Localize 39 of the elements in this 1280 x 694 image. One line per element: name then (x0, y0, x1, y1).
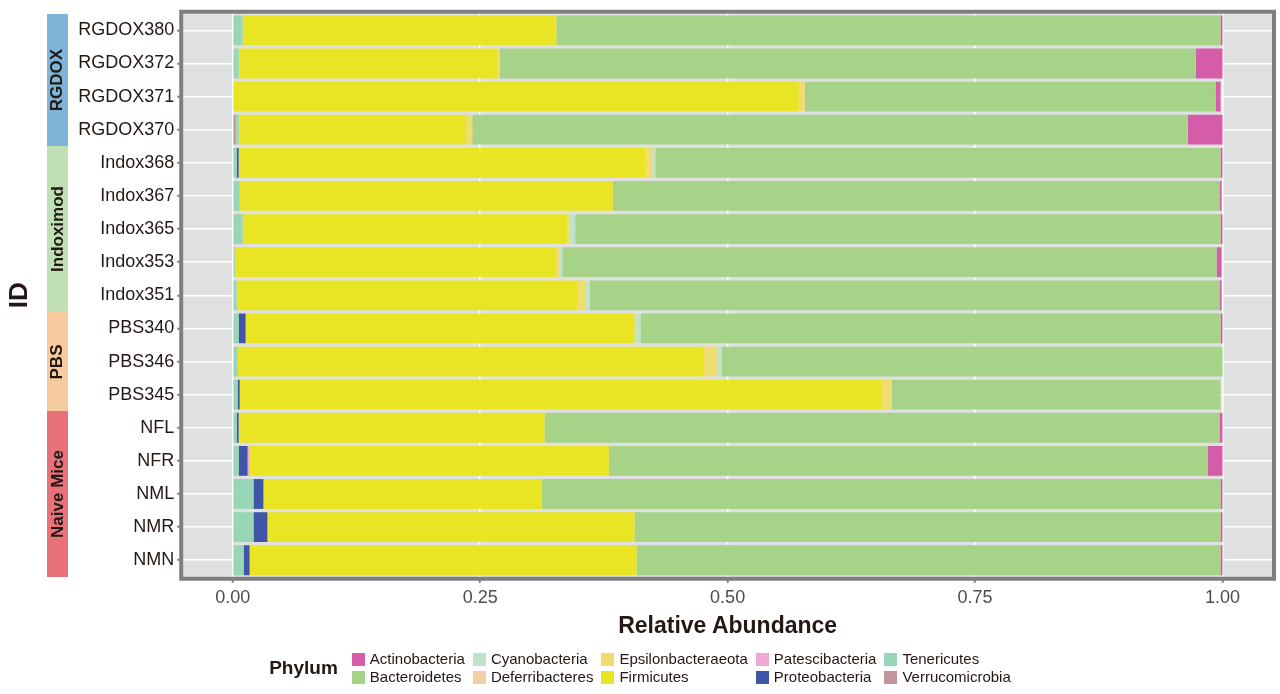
legend-label: Deferribacteres (490, 668, 594, 686)
legend-label: Bacteroidetes (369, 668, 462, 686)
legend-label: Firmicutes (619, 668, 689, 686)
y-tick-label: NMR (133, 516, 175, 537)
x-tick-label: 0.50 (710, 586, 746, 607)
legend-label: Patescibacteria (773, 650, 877, 668)
x-tick-label: 0.00 (215, 586, 251, 607)
text: PBS (47, 344, 68, 379)
y-tick-label: RGDOX371 (78, 85, 175, 106)
legend-label: Cyanobacteria (490, 650, 588, 668)
x-axis-title: Relative Abundance (618, 611, 838, 638)
y-tick-label: NFR (137, 449, 175, 470)
legend-title: Phylum (269, 657, 338, 679)
y-tick-label: RGDOX370 (78, 118, 175, 139)
y-tick-label: Indox365 (100, 218, 175, 239)
text: Naive Mice (47, 450, 68, 538)
y-tick-label: Indox367 (100, 184, 175, 205)
y-tick-label: PBS340 (108, 317, 175, 338)
text: Indoximod (47, 186, 68, 273)
y-tick-label: Indox368 (100, 151, 175, 172)
y-tick-label: NFL (140, 416, 175, 437)
y-tick-label: Indox351 (100, 284, 175, 305)
legend-label: Verrucomicrobia (902, 668, 1011, 686)
text: RGDOX (47, 48, 68, 112)
legend-label: Actinobacteria (369, 650, 465, 668)
legend-label: Tenericutes (902, 650, 980, 668)
y-tick-label: PBS345 (108, 383, 175, 404)
y-axis-title: ID (2, 282, 33, 309)
y-tick-label: RGDOX380 (78, 19, 175, 40)
y-tick-label: RGDOX372 (78, 52, 175, 73)
y-tick-label: NMN (133, 549, 175, 570)
x-tick-label: 1.00 (1204, 586, 1241, 607)
legend-label: Proteobacteria (773, 668, 872, 686)
y-tick-label: PBS346 (108, 350, 175, 371)
x-tick-label: 0.75 (957, 586, 993, 607)
y-tick-label: NML (136, 482, 175, 503)
y-tick-label: Indox353 (100, 251, 175, 272)
x-tick-label: 0.25 (462, 586, 498, 607)
legend-label: Epsilonbacteraeota (619, 650, 748, 668)
